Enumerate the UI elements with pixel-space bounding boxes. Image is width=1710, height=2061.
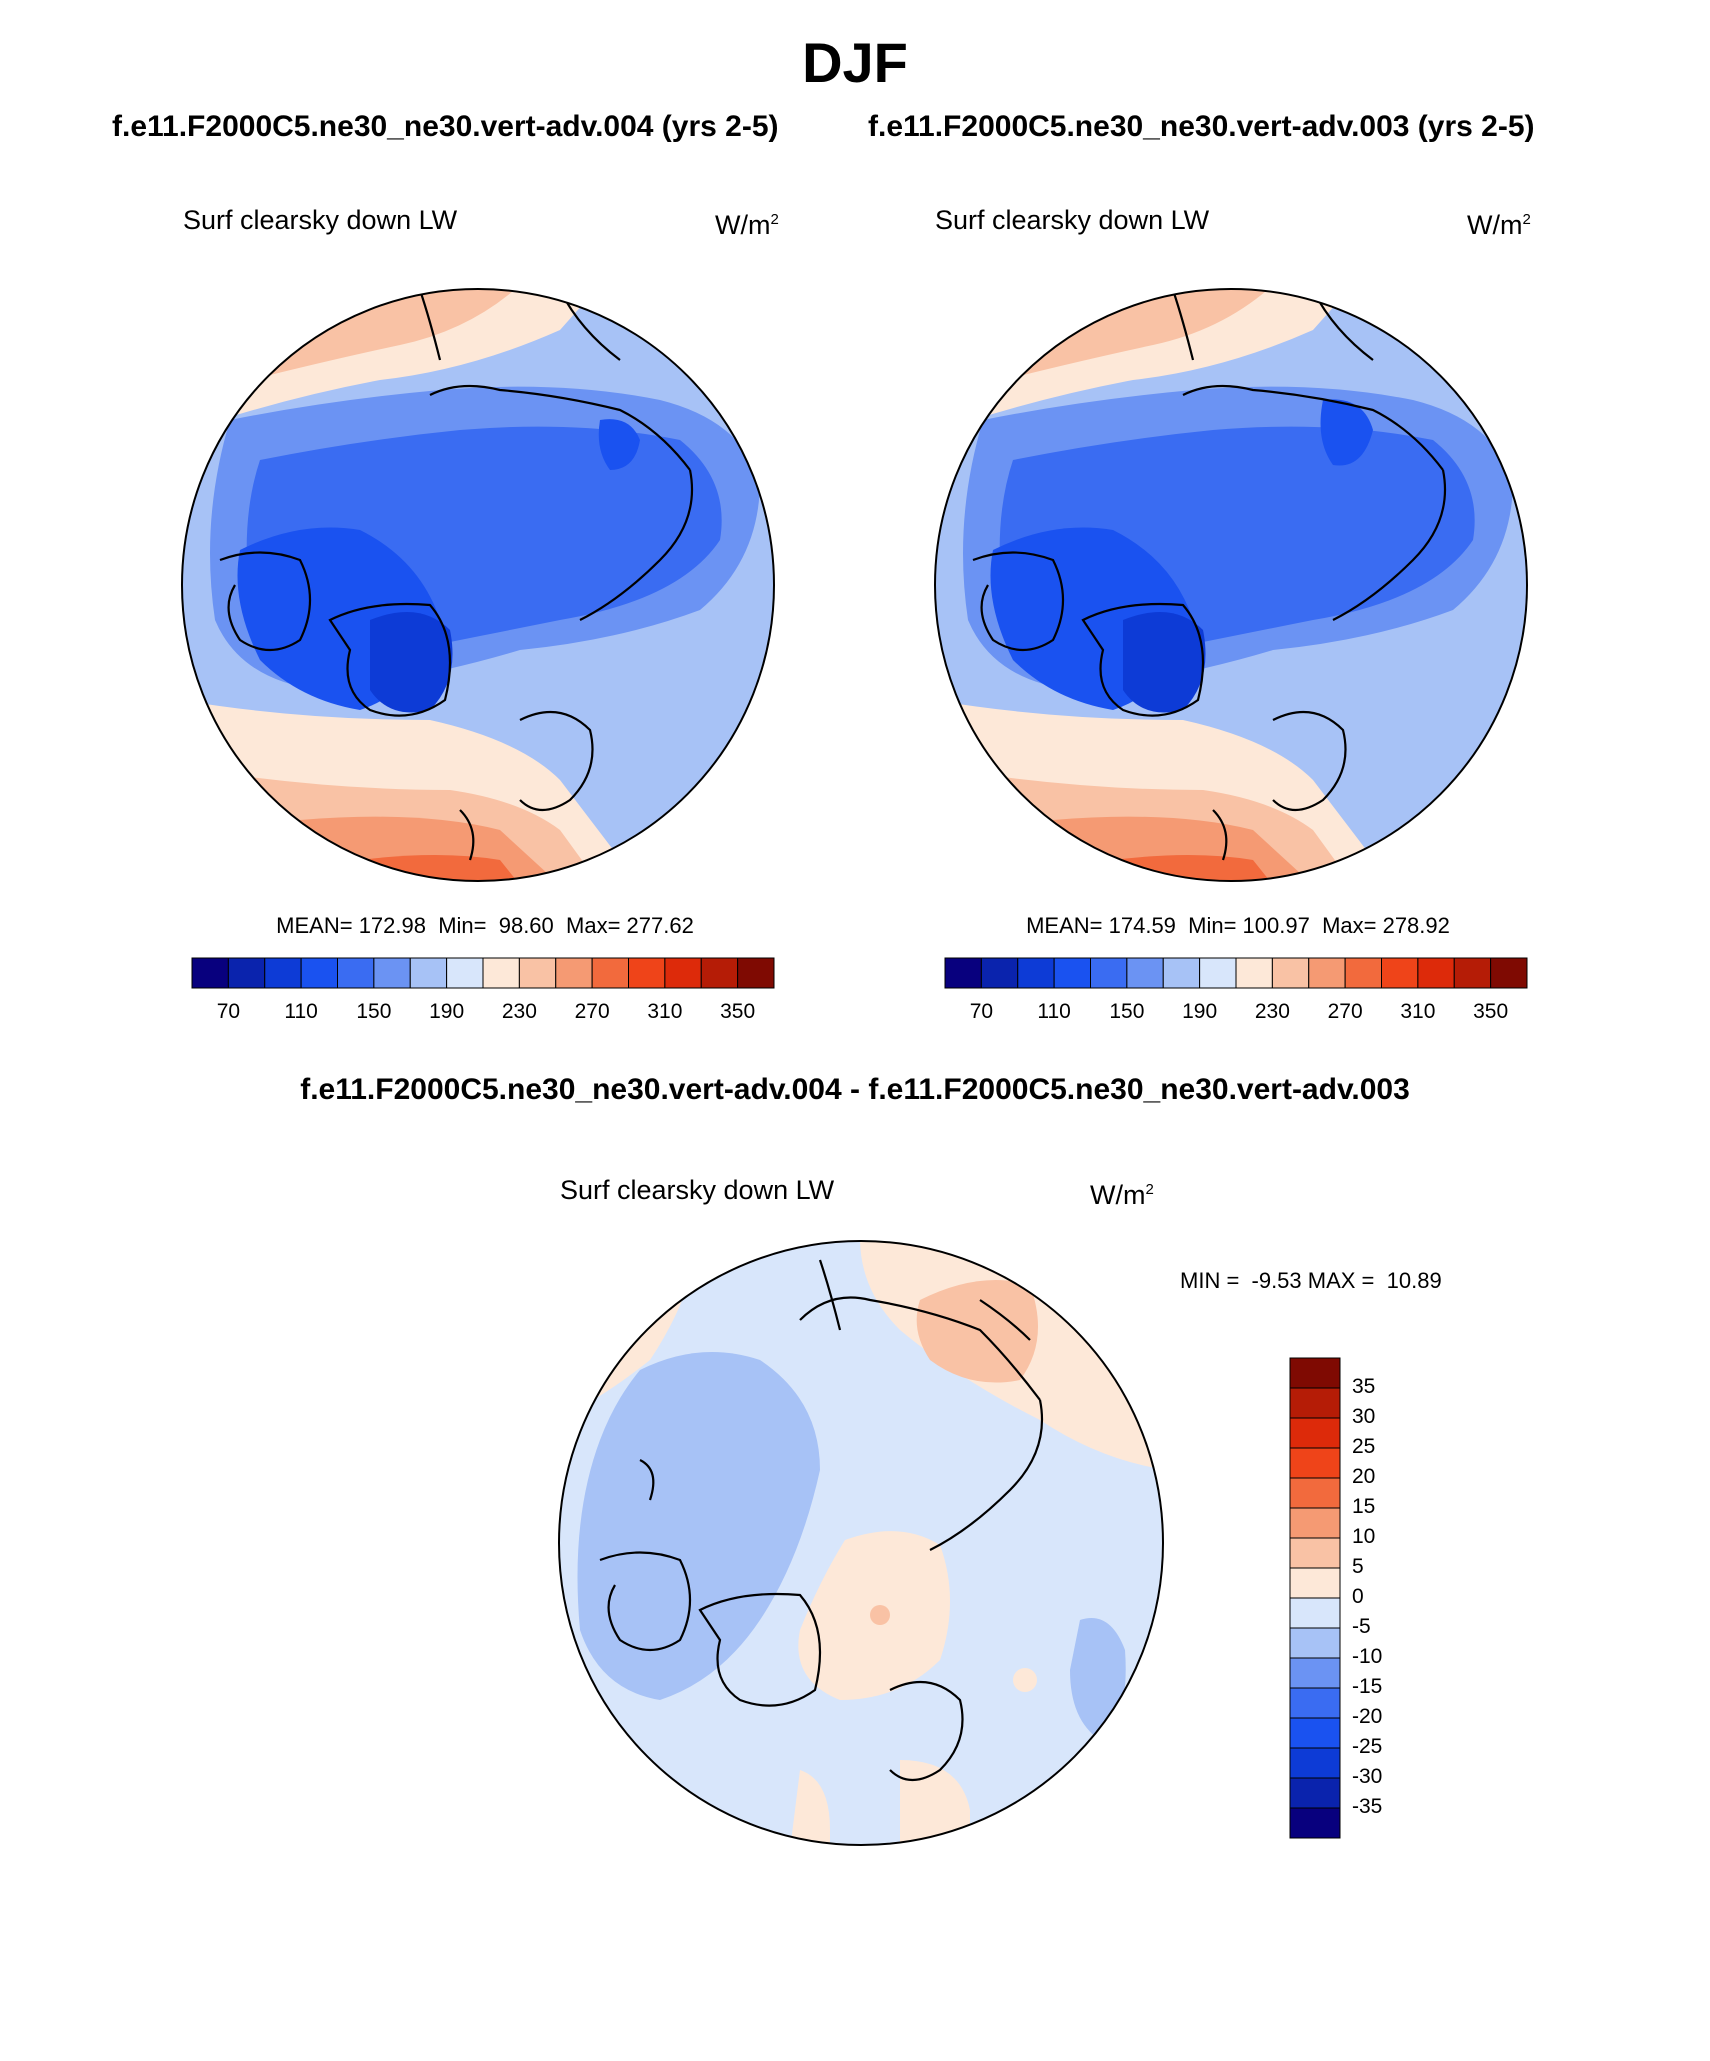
- colorbar-tick-label: -30: [1352, 1765, 1383, 1788]
- colorbar-tick-label: 35: [1352, 1375, 1376, 1398]
- right-panel-stats: MEAN= 174.59 Min= 100.97 Max= 278.92: [1026, 913, 1450, 938]
- colorbar-tick-label: -15: [1352, 1675, 1383, 1698]
- diff-panel-label: Surf clearsky down LW: [560, 1175, 835, 1205]
- colorbar-tick-label: 0: [1352, 1585, 1364, 1608]
- colorbar-swatch: [1289, 1687, 1341, 1719]
- left-coastlines: [219, 289, 694, 861]
- colorbar-swatch: [1289, 1657, 1341, 1689]
- colorbar-swatch: [1289, 1417, 1341, 1449]
- colorbar-tick-label: 15: [1352, 1495, 1376, 1518]
- colorbar-swatch: [1235, 957, 1273, 989]
- colorbar-tick-label: 230: [1254, 1000, 1290, 1023]
- colorbar-tick-label: 270: [1327, 1000, 1363, 1023]
- diff-title: f.e11.F2000C5.ne30_ne30.vert-adv.004 - f…: [300, 1073, 1410, 1106]
- colorbar-swatch: [1289, 1387, 1341, 1419]
- colorbar-tick-label: -20: [1352, 1705, 1383, 1728]
- colorbar-swatch: [1090, 957, 1128, 989]
- colorbar-swatch: [227, 957, 266, 989]
- colorbar-tick-label: 230: [501, 1000, 537, 1023]
- colorbar-tick-label: 190: [1182, 1000, 1218, 1023]
- diff-panel-units: W/m2: [1090, 1180, 1154, 1210]
- colorbar-swatch: [1490, 957, 1528, 989]
- left-map-border: [181, 288, 775, 882]
- colorbar-tick-label: 270: [574, 1000, 610, 1023]
- diff-coastlines: [599, 1259, 1044, 1782]
- colorbar-swatch: [737, 957, 775, 989]
- colorbar-tick-label: 70: [216, 1000, 241, 1023]
- colorbar-tick-label: 25: [1352, 1435, 1376, 1458]
- colorbar-tick-label: 110: [1037, 1000, 1071, 1023]
- colorbar-tick-label: -5: [1352, 1615, 1371, 1638]
- colorbar-swatch: [1289, 1717, 1341, 1749]
- colorbar-swatch: [1126, 957, 1164, 989]
- left-panel-stats: MEAN= 172.98 Min= 98.60 Max= 277.62: [276, 913, 694, 938]
- colorbar-swatch: [1289, 1777, 1341, 1809]
- colorbar-swatch: [1017, 957, 1055, 989]
- colorbar-swatch: [1289, 1597, 1341, 1629]
- right-panel-label: Surf clearsky down LW: [935, 205, 1210, 235]
- colorbar-swatch: [591, 957, 629, 989]
- right-case-title: f.e11.F2000C5.ne30_ne30.vert-adv.003 (yr…: [868, 110, 1535, 143]
- colorbar-swatch: [1417, 957, 1455, 989]
- colorbar-swatch: [980, 957, 1019, 989]
- right-coastlines: [972, 289, 1447, 861]
- colorbar-tick-label: -35: [1352, 1795, 1383, 1818]
- colorbar-swatch: [628, 957, 666, 989]
- colorbar-tick-label: -10: [1352, 1645, 1383, 1668]
- colorbar-tick-label: 110: [284, 1000, 318, 1023]
- colorbar-swatch: [1289, 1447, 1341, 1479]
- colorbar-tick-label: 310: [647, 1000, 683, 1023]
- colorbar-tick-label: 30: [1352, 1405, 1376, 1428]
- colorbar-swatch: [1453, 957, 1492, 989]
- colorbar-swatch: [1289, 1357, 1341, 1389]
- colorbar-swatch: [373, 957, 411, 989]
- colorbar-swatch: [1289, 1507, 1341, 1539]
- right-map-border: [934, 288, 1528, 882]
- colorbar-swatch: [1289, 1807, 1341, 1839]
- colorbar-swatch: [409, 957, 448, 989]
- colorbar-tick-label: 150: [1109, 1000, 1145, 1023]
- colorbar-swatch: [482, 957, 520, 989]
- right-panel-units: W/m2: [1467, 210, 1531, 240]
- colorbar-swatch: [1381, 957, 1419, 989]
- colorbar-swatch: [1289, 1627, 1341, 1659]
- diff-map-border: [558, 1240, 1164, 1846]
- colorbar-swatch: [1271, 957, 1310, 989]
- colorbar-tick-label: 310: [1400, 1000, 1436, 1023]
- colorbar-tick-label: 5: [1352, 1555, 1364, 1578]
- colorbar-swatch: [1289, 1537, 1341, 1569]
- left-case-title: f.e11.F2000C5.ne30_ne30.vert-adv.004 (yr…: [112, 110, 779, 143]
- page-title: DJF: [802, 31, 908, 94]
- colorbar-swatch: [1289, 1747, 1341, 1779]
- colorbar-swatch: [518, 957, 557, 989]
- colorbar-swatch: [191, 957, 229, 989]
- colorbar-swatch: [446, 957, 484, 989]
- left-panel-units: W/m2: [715, 210, 779, 240]
- diff-panel-stats: MIN = -9.53 MAX = 10.89: [1180, 1268, 1442, 1293]
- colorbar-swatch: [1344, 957, 1382, 989]
- colorbar-tick-label: 190: [429, 1000, 465, 1023]
- colorbar-tick-label: 350: [1473, 1000, 1509, 1023]
- colorbar-tick-label: 150: [356, 1000, 392, 1023]
- colorbar-swatch: [1289, 1567, 1341, 1599]
- colorbar-tick-label: 10: [1352, 1525, 1376, 1548]
- left-panel-label: Surf clearsky down LW: [183, 205, 458, 235]
- colorbar-swatch: [1199, 957, 1237, 989]
- colorbar-tick-label: 70: [969, 1000, 994, 1023]
- colorbar-swatch: [1289, 1477, 1341, 1509]
- colorbar-tick-label: -25: [1352, 1735, 1383, 1758]
- colorbar-swatch: [264, 957, 302, 989]
- right-map-fill: [935, 289, 1527, 881]
- colorbar-tick-label: 350: [720, 1000, 756, 1023]
- colorbar-tick-label: 20: [1352, 1465, 1376, 1488]
